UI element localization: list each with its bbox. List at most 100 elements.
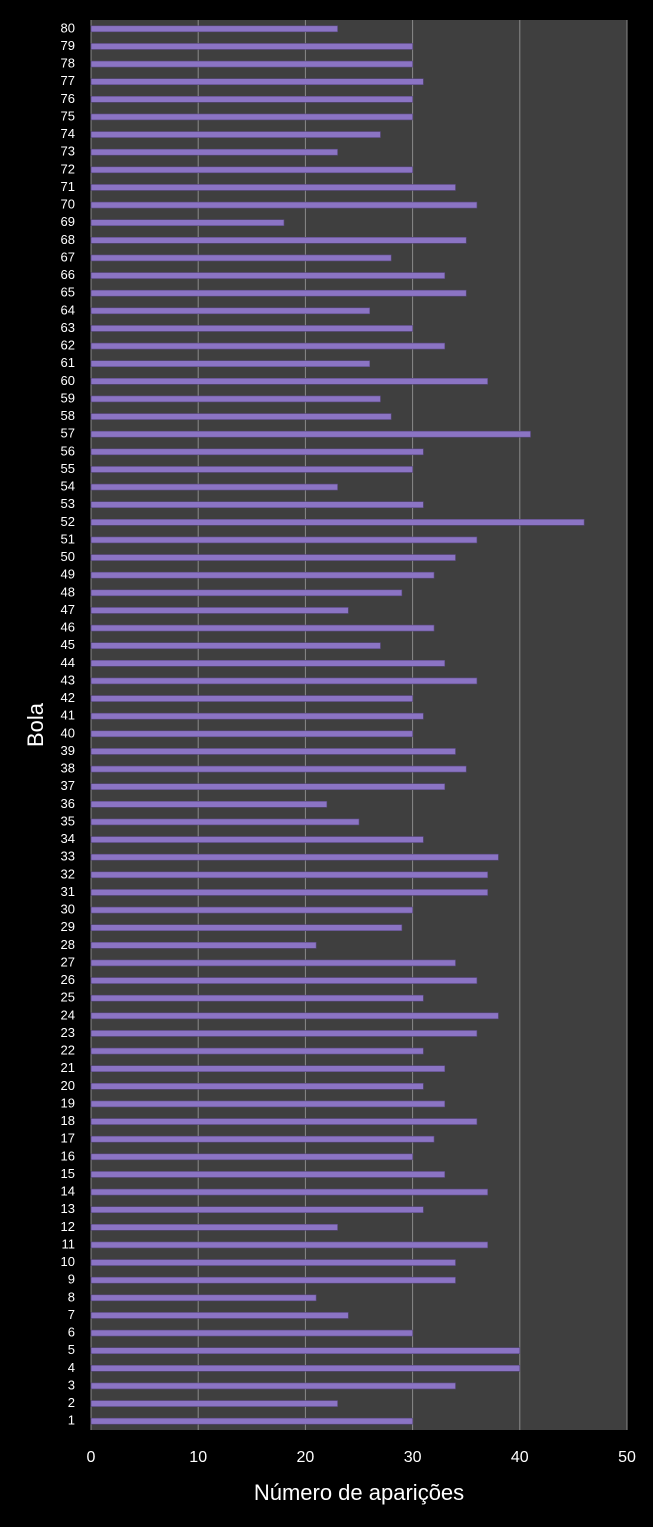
y-tick-label: 72 (61, 161, 75, 176)
bar (90, 184, 456, 191)
bar (90, 272, 446, 279)
y-axis-title: Bola (23, 702, 48, 747)
y-tick-label: 15 (61, 1166, 75, 1181)
y-tick-label: 39 (61, 743, 75, 758)
y-tick-label: 76 (61, 91, 75, 106)
x-tick-label: 10 (189, 1449, 207, 1466)
bar (90, 1312, 349, 1319)
bar (90, 1188, 488, 1196)
y-tick-label: 2 (68, 1395, 75, 1410)
bar (90, 131, 381, 138)
bar (90, 1382, 456, 1390)
bar (90, 466, 413, 473)
bar (90, 501, 424, 508)
bar (90, 924, 403, 931)
bar (90, 889, 488, 896)
y-tick-label: 64 (61, 302, 75, 317)
y-tick-label: 24 (61, 1007, 75, 1022)
bar (90, 1083, 424, 1090)
bar (90, 307, 371, 315)
y-tick-label: 32 (61, 866, 75, 881)
bar (90, 360, 371, 367)
bar (90, 1206, 424, 1213)
y-tick-label: 77 (61, 73, 75, 88)
y-tick-label: 14 (61, 1184, 75, 1199)
y-tick-label: 29 (61, 919, 75, 934)
bar (90, 519, 585, 526)
y-tick-label: 44 (61, 655, 75, 670)
y-tick-label: 7 (68, 1307, 75, 1322)
bar (90, 660, 446, 667)
bar (90, 342, 446, 350)
y-tick-label: 4 (68, 1360, 75, 1375)
bar (90, 624, 435, 632)
bar (90, 1012, 499, 1020)
bar (90, 1153, 413, 1161)
bar (90, 1171, 446, 1178)
bar (90, 765, 467, 773)
y-tick-label: 31 (61, 884, 75, 899)
y-tick-label: 75 (61, 108, 75, 123)
bar (90, 289, 467, 297)
y-tick-label: 66 (61, 267, 75, 282)
bar (90, 589, 403, 597)
bar (90, 113, 413, 121)
bar (90, 942, 317, 949)
y-tick-label: 34 (61, 831, 75, 846)
y-tick-label: 56 (61, 443, 75, 458)
bar (90, 483, 338, 491)
y-tick-label: 62 (61, 338, 75, 353)
bar (90, 748, 456, 755)
y-tick-label: 41 (61, 708, 75, 723)
bar (90, 695, 413, 702)
bar (90, 554, 456, 561)
y-tick-label: 8 (68, 1289, 75, 1304)
bar (90, 395, 381, 403)
y-tick-label: 16 (61, 1148, 75, 1163)
y-tick-label: 40 (61, 725, 75, 740)
bar (90, 1347, 521, 1354)
bar (90, 994, 424, 1002)
y-tick-label: 11 (62, 1236, 76, 1251)
y-tick-label: 74 (61, 126, 75, 141)
y-tick-label: 73 (61, 144, 75, 159)
y-tick-label: 27 (61, 954, 75, 969)
bar (90, 536, 478, 544)
y-tick-label: 47 (61, 602, 75, 617)
bar (90, 1329, 413, 1337)
bar (90, 378, 488, 385)
bar (90, 1100, 446, 1108)
x-tick-label: 0 (87, 1449, 96, 1466)
bar (90, 906, 413, 914)
bar (90, 148, 338, 156)
bar (90, 1047, 424, 1055)
y-tick-label: 9 (68, 1272, 75, 1287)
bar (90, 818, 360, 826)
bar (90, 959, 456, 967)
y-tick-label: 80 (61, 20, 75, 35)
y-tick-label: 38 (61, 761, 75, 776)
y-tick-label: 54 (61, 479, 75, 494)
y-tick-label: 57 (61, 426, 75, 441)
y-tick-label: 13 (61, 1201, 75, 1216)
y-tick-label: 51 (61, 531, 75, 546)
x-tick-label: 20 (297, 1449, 315, 1466)
bar (90, 712, 424, 720)
bar (90, 801, 328, 808)
bar (90, 413, 392, 420)
y-tick-label: 28 (61, 937, 75, 952)
bar (90, 201, 478, 209)
bar (90, 730, 413, 738)
y-tick-label: 69 (61, 214, 75, 229)
bar (90, 1400, 338, 1407)
bar (90, 96, 413, 103)
bar (90, 430, 531, 438)
y-tick-label: 37 (61, 778, 75, 793)
y-tick-label: 23 (61, 1025, 75, 1040)
y-tick-label: 20 (61, 1078, 75, 1093)
bar (90, 853, 499, 861)
bar (90, 1417, 413, 1425)
y-tick-label: 46 (61, 620, 75, 635)
y-tick-label: 42 (61, 690, 75, 705)
y-tick-label: 21 (61, 1060, 75, 1075)
